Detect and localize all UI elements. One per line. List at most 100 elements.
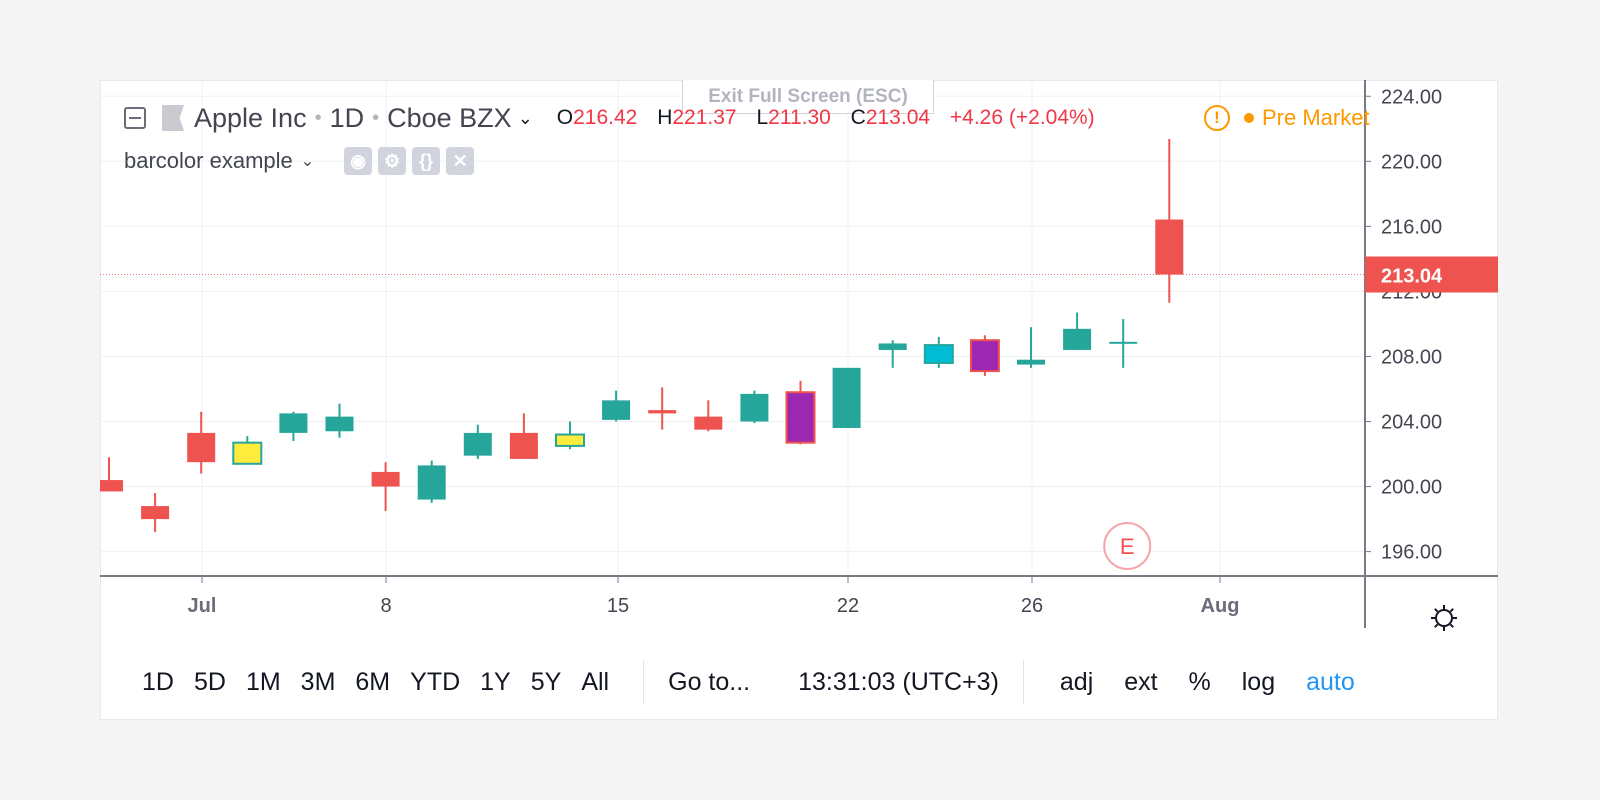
timeframe-button[interactable]: 6M [355, 667, 391, 696]
x-tick-label: 26 [1021, 595, 1043, 617]
flag-icon[interactable] [162, 105, 184, 131]
candle-body [785, 391, 816, 444]
timeframe-button[interactable]: 1D [142, 667, 174, 696]
low-label: L [756, 106, 769, 129]
close-icon[interactable]: ✕ [446, 147, 475, 175]
exchange-label[interactable]: Cboe BZX [387, 102, 512, 133]
axes: 224.00220.00216.00212.00208.00204.00200.… [100, 80, 1498, 628]
gear-icon[interactable]: ⚙ [378, 147, 407, 175]
change-value: +4.26 (+2.04%) [949, 106, 1095, 129]
candle-body [371, 471, 400, 487]
x-tick-label: Jul [188, 595, 217, 617]
earnings-marker-icon [1103, 522, 1152, 570]
candle-body [878, 343, 907, 350]
candle-body [141, 506, 170, 520]
candle [923, 336, 954, 368]
candle [602, 390, 631, 422]
ext-toggle[interactable]: ext [1124, 667, 1158, 696]
candle [371, 462, 400, 511]
log-toggle[interactable]: log [1241, 667, 1276, 696]
timeframe-button[interactable]: YTD [410, 667, 461, 696]
chevron-down-icon[interactable]: ⌄ [517, 107, 533, 128]
clock-display[interactable]: 13:31:03 (UTC+3) [798, 667, 999, 696]
candle-body [832, 367, 861, 429]
candle [969, 335, 1000, 376]
y-tick-label: 200.00 [1381, 477, 1442, 499]
timeframe-button[interactable]: All [581, 667, 610, 696]
candle [1017, 327, 1045, 368]
symbol-name[interactable]: Apple Inc [194, 102, 307, 133]
timeframe-button[interactable]: 5D [193, 667, 226, 696]
symbol-legend: Apple Inc • 1D • Cboe BZX ⌄ O216.42 H221… [124, 100, 1095, 136]
x-tick-label: 15 [607, 595, 629, 617]
candle [279, 411, 308, 442]
candle [648, 387, 677, 430]
close-value: 213.04 [865, 106, 931, 129]
candle [878, 340, 907, 368]
timeframe-button[interactable]: 1M [245, 667, 281, 696]
y-tick-label: 204.00 [1381, 412, 1442, 434]
warning-icon[interactable]: ! [1204, 105, 1230, 131]
exit-fullscreen-button[interactable]: Exit Full Screen (ESC) [682, 80, 934, 114]
status-dot-icon [1244, 113, 1254, 123]
y-tick-label: 220.00 [1381, 151, 1442, 173]
candle [694, 400, 723, 432]
auto-toggle[interactable]: auto [1306, 667, 1355, 696]
chart-settings-gear-icon[interactable] [1424, 598, 1464, 638]
price-chart[interactable]: 224.00220.00216.00212.00208.00204.00200.… [100, 80, 1498, 642]
candle-body [100, 480, 123, 492]
candle [187, 411, 216, 474]
candle-body [1017, 359, 1045, 365]
open-value: 216.42 [573, 106, 638, 129]
open-label: O [556, 106, 574, 129]
candle-body [648, 410, 677, 414]
low-value: 211.30 [768, 106, 831, 129]
x-tick-label: 8 [380, 595, 391, 617]
eye-icon[interactable]: ◉ [344, 147, 373, 175]
candle [832, 367, 861, 429]
percent-toggle[interactable]: % [1188, 667, 1211, 696]
close-label: C [850, 106, 866, 129]
candle [325, 403, 354, 438]
candle [100, 457, 123, 492]
candle [555, 421, 585, 450]
candle-body [555, 433, 585, 447]
candle-body [509, 432, 538, 459]
y-tick-label: 196.00 [1381, 542, 1442, 564]
chevron-down-icon[interactable]: ⌄ [300, 153, 315, 170]
market-status-label: Pre Market [1262, 105, 1370, 130]
goto-button[interactable]: Go to... [668, 667, 751, 696]
adj-toggle[interactable]: adj [1059, 667, 1094, 696]
candle [417, 460, 446, 503]
timeframe-button[interactable]: 5Y [530, 667, 562, 696]
candle-body [1109, 341, 1138, 344]
candle-body [694, 416, 723, 430]
scale-options: adj ext % log auto [1048, 668, 1367, 697]
candle [232, 436, 263, 465]
collapse-legend-icon[interactable] [124, 107, 146, 129]
timeframe-button[interactable]: 3M [300, 667, 336, 696]
ohlc-values: O216.42 H221.37 L211.30 C213.04 +4.26 (+… [543, 106, 1095, 130]
candle-body [1063, 328, 1092, 350]
high-value: 221.37 [672, 106, 737, 129]
y-tick-label: 208.00 [1381, 346, 1442, 368]
y-tick-label: 224.00 [1381, 86, 1442, 108]
candle-body [969, 339, 1000, 373]
candle [141, 493, 170, 533]
high-label: H [657, 106, 673, 129]
x-tick-label: Aug [1201, 595, 1240, 617]
market-status[interactable]: ! Pre Market [1204, 100, 1370, 136]
indicator-name[interactable]: barcolor example [124, 148, 293, 173]
earnings-marker-label: E [1120, 534, 1135, 559]
candle-body [740, 393, 769, 422]
source-code-icon[interactable]: {} [412, 147, 441, 175]
last-price-label: 213.04 [1381, 265, 1443, 287]
bottom-toolbar: 1D 5D 1M 3M 6M YTD 1Y 5Y All Go to... 13:31:03 (… [100, 644, 1498, 720]
timeframe-button[interactable]: 1Y [480, 667, 511, 696]
candle [1063, 312, 1092, 350]
interval-label[interactable]: 1D [329, 102, 365, 133]
candle [509, 413, 538, 459]
timeframe-list: 1D 5D 1M 3M 6M YTD 1Y 5Y All [132, 668, 619, 697]
x-tick-label: 22 [837, 595, 859, 617]
separator-dot: • [372, 106, 380, 129]
